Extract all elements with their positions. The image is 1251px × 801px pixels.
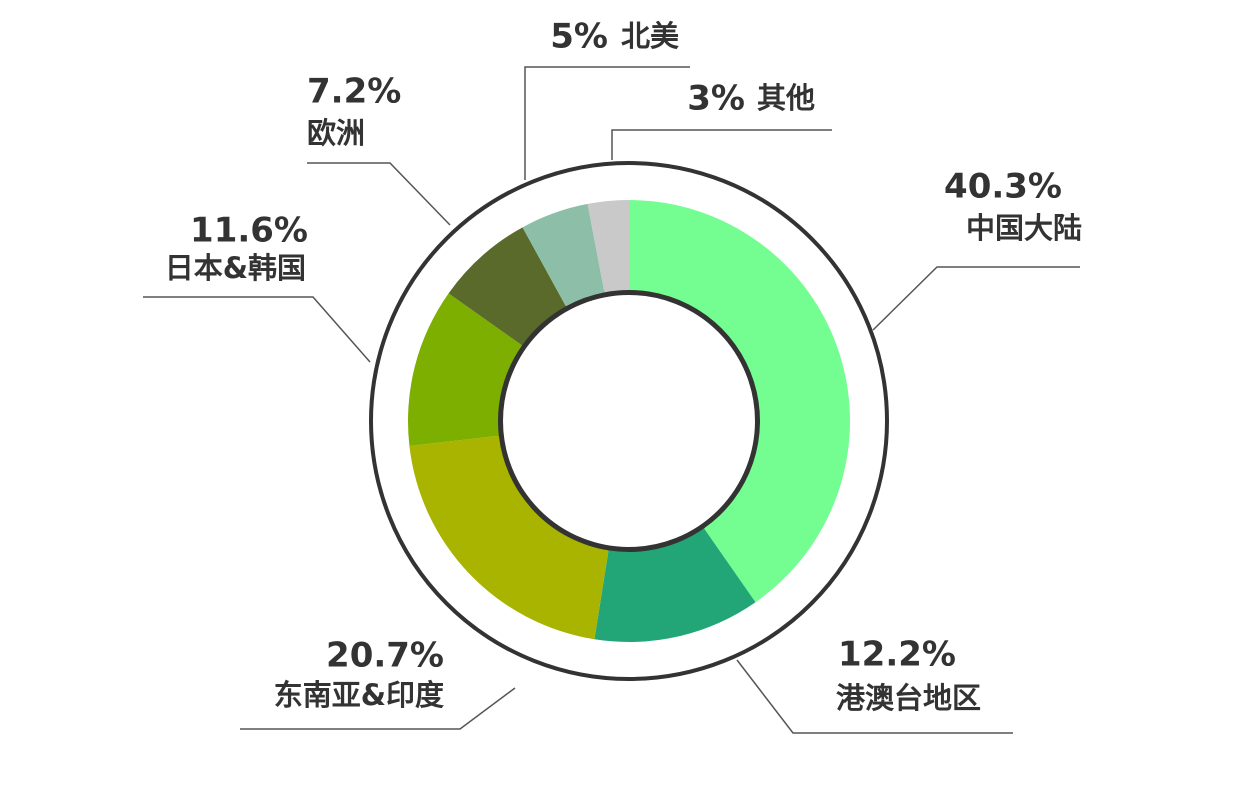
donut-segment xyxy=(448,227,566,346)
category-label: 北美 xyxy=(621,19,679,53)
category-label: 中国大陆 xyxy=(966,211,1082,245)
leader-line xyxy=(240,687,516,730)
leader-line xyxy=(307,162,451,226)
value-label: 3% xyxy=(687,79,745,119)
value-label: 7.2% xyxy=(307,72,401,112)
value-label: 12.2% xyxy=(838,635,956,675)
category-label: 其他 xyxy=(757,81,815,115)
leader-line xyxy=(143,296,371,363)
donut-segment xyxy=(408,293,523,446)
category-label: 欧洲 xyxy=(307,116,365,150)
value-label: 5% xyxy=(550,17,608,57)
donut-segment xyxy=(629,200,851,603)
category-label: 港澳台地区 xyxy=(836,681,981,715)
donut-segment xyxy=(594,528,756,642)
category-label: 日本&韩国 xyxy=(165,251,306,285)
leader-line xyxy=(872,266,1080,331)
value-label: 20.7% xyxy=(326,636,444,676)
value-label: 40.3% xyxy=(944,167,1062,207)
donut-segment xyxy=(409,435,609,640)
category-label: 东南亚&印度 xyxy=(274,678,444,712)
donut-segment xyxy=(522,203,605,307)
leader-line xyxy=(611,129,832,160)
donut-segment xyxy=(587,200,629,293)
leader-line xyxy=(524,66,690,180)
outer-ring xyxy=(369,161,889,681)
inner-ring xyxy=(497,289,761,553)
value-label: 11.6% xyxy=(190,211,308,251)
leader-line xyxy=(736,659,1013,734)
